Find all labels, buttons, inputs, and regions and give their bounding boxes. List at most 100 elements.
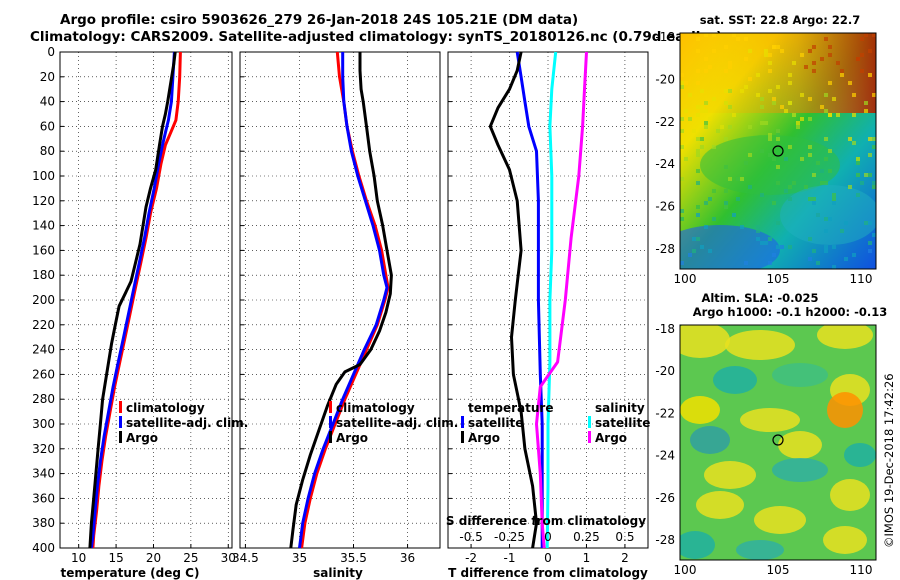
sla-blob xyxy=(772,363,828,387)
sst-pixel xyxy=(784,189,788,193)
x-tick-label: 10 xyxy=(71,551,86,565)
sst-pixel xyxy=(796,121,800,125)
sst-pixel xyxy=(684,81,688,85)
sst-pixel xyxy=(784,157,788,161)
sst-map: sat. SST: 22.8 Argo: 22.7 -18 -20 -22 -24 -2… xyxy=(655,13,877,286)
lat-tick-label: -28 xyxy=(655,242,675,256)
sst-pixel xyxy=(756,225,760,229)
sla-map: Altim. SLA: -0.025 Argo h1000: -0.1 h200… xyxy=(655,291,887,577)
sst-pixel xyxy=(688,93,692,97)
depth-tick-label: 100 xyxy=(32,169,55,183)
lat-tick-label: -22 xyxy=(655,406,675,420)
legend-label-satellite: satellite-adj. clim. xyxy=(126,416,248,430)
sst-blue-patch xyxy=(680,225,780,269)
sst-pixel xyxy=(724,165,728,169)
lat-tick-label: -24 xyxy=(655,157,675,171)
series-line-s-satellite xyxy=(545,51,558,549)
header-line1: Argo profile: csiro 5903626_279 26-Jan-2… xyxy=(60,12,578,28)
sst-pixel xyxy=(748,77,752,81)
sst-pixel xyxy=(856,157,860,161)
s-diff-tick-label: -0.25 xyxy=(494,530,525,544)
series-line-s-argo xyxy=(535,51,588,549)
sst-pixel xyxy=(812,61,816,65)
depth-tick-label: 220 xyxy=(32,318,55,332)
sst-pixel xyxy=(828,217,832,221)
sst-pixel xyxy=(840,73,844,77)
legend-swatch-argo xyxy=(329,431,332,443)
sst-pixel xyxy=(784,109,788,113)
temperature-xlabel: temperature (deg C) xyxy=(61,566,200,580)
sst-pixel xyxy=(792,181,796,185)
sst-pixel xyxy=(864,33,868,37)
sst-pixel xyxy=(800,157,804,161)
sst-pixel xyxy=(692,249,696,253)
sst-pixel xyxy=(852,253,856,257)
legend-swatch-climatology xyxy=(119,401,122,413)
lon-tick-label: 100 xyxy=(674,563,697,577)
sla-blob xyxy=(754,506,806,534)
legend-title-salinity: salinity xyxy=(595,401,645,415)
sst-pixel xyxy=(696,113,700,117)
sst-pixel xyxy=(724,137,728,141)
sst-pixel xyxy=(800,117,804,121)
sst-pixel xyxy=(728,177,732,181)
sst-pixel xyxy=(748,153,752,157)
sst-pixel xyxy=(696,137,700,141)
sst-pixel xyxy=(680,145,684,149)
sst-pixel xyxy=(800,53,804,57)
sst-pixel xyxy=(840,69,844,73)
sst-pixel xyxy=(852,141,856,145)
sla-blob xyxy=(823,526,867,554)
sst-pixel xyxy=(764,53,768,57)
lat-tick-label: -26 xyxy=(655,200,675,214)
sst-pixel xyxy=(788,185,792,189)
sst-pixel xyxy=(732,113,736,117)
legend-label-t-argo: Argo xyxy=(468,431,500,445)
legend-swatch-satellite xyxy=(329,416,332,428)
sst-pixel xyxy=(836,61,840,65)
sst-pixel xyxy=(868,221,872,225)
sst-pixel xyxy=(800,93,804,97)
lat-tick-label: -18 xyxy=(655,30,675,44)
sst-pixel xyxy=(868,241,872,245)
sst-pixel xyxy=(760,121,764,125)
sst-pixel xyxy=(832,245,836,249)
sst-pixel xyxy=(812,249,816,253)
sst-pixel xyxy=(696,69,700,73)
sst-pixel xyxy=(776,181,780,185)
depth-tick-label: 160 xyxy=(32,243,55,257)
legend-label-s-satellite: satellite xyxy=(595,416,650,430)
sst-pixel xyxy=(760,149,764,153)
sst-pixel xyxy=(712,49,716,53)
sla-blob xyxy=(740,408,800,432)
sst-pixel xyxy=(788,81,792,85)
sst-pixel xyxy=(780,49,784,53)
depth-tick-label: 60 xyxy=(40,119,55,133)
sst-pixel xyxy=(712,217,716,221)
series-line-argo xyxy=(289,52,393,549)
sst-pixel xyxy=(808,153,812,157)
header-line2: Climatology: CARS2009. Satellite-adjuste… xyxy=(30,29,722,45)
depth-tick-label: 180 xyxy=(32,268,55,282)
sla-lon-ticks: 100 105 110 xyxy=(674,563,873,577)
sst-pixel xyxy=(760,193,764,197)
sst-pixel xyxy=(772,97,776,101)
sst-pixel xyxy=(860,181,864,185)
sst-pixel xyxy=(868,173,872,177)
s-diff-tick-label: -0.5 xyxy=(459,530,482,544)
legend-title-temperature: temperature xyxy=(468,401,553,415)
sst-pixel xyxy=(772,45,776,49)
sst-pixel xyxy=(744,37,748,41)
sst-pixel xyxy=(700,89,704,93)
sst-pixel xyxy=(768,237,772,241)
sst-pixel xyxy=(844,221,848,225)
sst-pixel xyxy=(776,165,780,169)
sst-pixel xyxy=(772,253,776,257)
sst-pixel xyxy=(768,133,772,137)
sst-pixel xyxy=(836,113,840,117)
series-line-satellite-adj-clim- xyxy=(89,51,176,549)
sst-pixel xyxy=(700,105,704,109)
sst-pixel xyxy=(868,49,872,53)
depth-tick-labels: 0 20 40 60 80 100 120 140 160 180 200 220 240 260 280 3… xyxy=(32,45,55,555)
sst-map-frame xyxy=(679,32,877,270)
